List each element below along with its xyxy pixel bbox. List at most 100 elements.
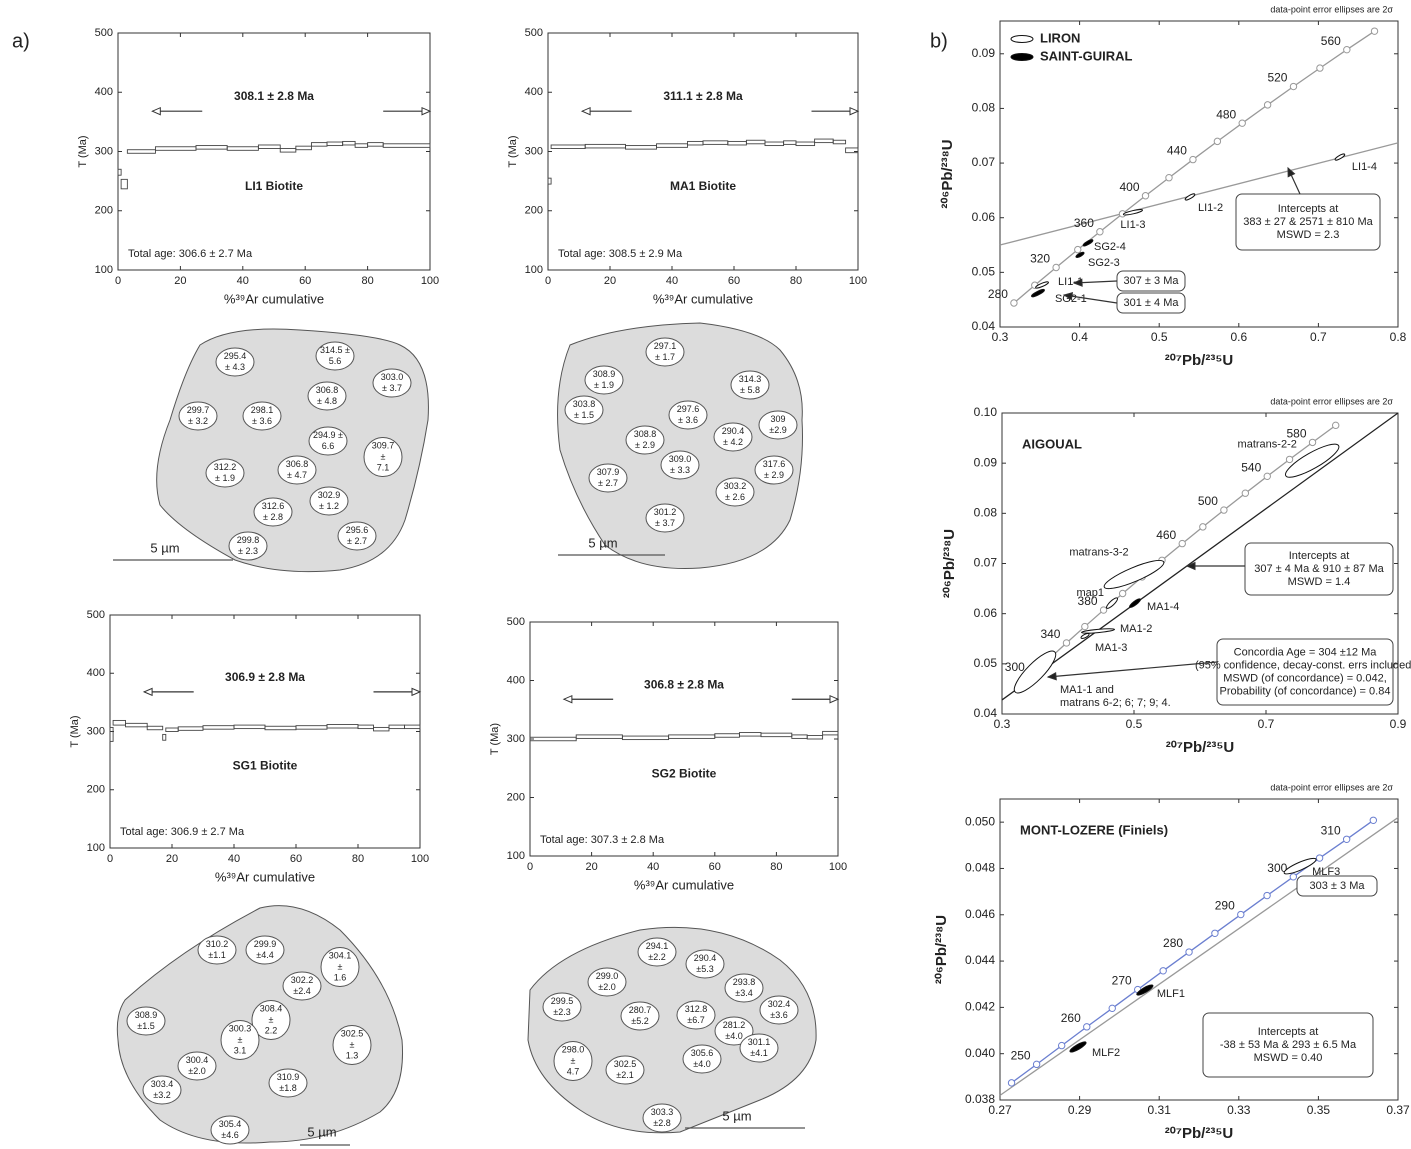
plateau-age: 306.9 ± 2.8 Ma xyxy=(225,670,305,684)
spot xyxy=(282,971,322,1001)
annotation-text: (95% confidence, decay-const. errs inclu… xyxy=(1195,659,1411,671)
spot xyxy=(754,455,794,485)
concordia-point xyxy=(1308,438,1317,447)
x-tick-label: 100 xyxy=(421,275,439,287)
step xyxy=(342,140,356,146)
spot xyxy=(564,395,604,425)
spot-age: 314.3 xyxy=(739,374,762,384)
x-tick-label: 0.35 xyxy=(1307,1103,1331,1117)
concordia-point xyxy=(1241,489,1250,497)
age-label: 300 xyxy=(1267,861,1287,875)
spot-age: 1.6 xyxy=(334,972,347,982)
spot-age: ± 4.3 xyxy=(225,362,245,372)
spot-age: ± xyxy=(238,1034,243,1044)
spot-age: 312.8 xyxy=(685,1004,708,1014)
concordia-point xyxy=(1178,539,1186,548)
age-label: 280 xyxy=(1163,936,1183,950)
spot-age: ±2.3 xyxy=(553,1007,570,1017)
spot-age: ±4.6 xyxy=(221,1130,238,1140)
spot-age: ± 2.8 xyxy=(263,512,283,522)
spot xyxy=(372,368,412,398)
x-axis-label: %³⁹Ar cumulative xyxy=(653,291,753,306)
arrow-head xyxy=(1046,672,1057,681)
step xyxy=(125,722,148,728)
error-ellipse xyxy=(1031,288,1045,298)
spot xyxy=(645,503,685,533)
x-tick-label: 40 xyxy=(228,853,240,865)
spot-age: 297.6 xyxy=(677,404,700,414)
step xyxy=(257,144,281,149)
spot-age: 298.0 xyxy=(562,1044,585,1054)
step xyxy=(806,735,824,740)
step xyxy=(822,730,839,736)
concordia-point xyxy=(1099,606,1108,614)
step xyxy=(120,178,128,190)
y-tick-label: 0.044 xyxy=(965,953,995,967)
spot-age: 310.9 xyxy=(277,1072,300,1082)
arrow-head xyxy=(580,106,591,116)
panel-label: a) xyxy=(12,30,30,52)
x-tick-label: 100 xyxy=(411,853,429,865)
spot-age: 298.1 xyxy=(251,405,274,415)
y-tick-label: 500 xyxy=(87,609,105,621)
y-tick-label: 0.038 xyxy=(965,1092,995,1106)
spot xyxy=(605,1055,645,1085)
spot xyxy=(682,1044,722,1074)
spot xyxy=(668,400,708,430)
panel-label: b) xyxy=(930,30,948,52)
spot-age: ±2.0 xyxy=(598,982,615,992)
step xyxy=(295,145,312,151)
concordia-point xyxy=(1010,299,1018,307)
spot-age: 305.4 xyxy=(219,1119,242,1129)
sample-label: LI1 Biotite xyxy=(245,179,303,193)
point-label: map1 xyxy=(1076,587,1104,599)
concordia-point xyxy=(1343,45,1351,54)
x-tick-label: 0.7 xyxy=(1310,330,1327,344)
error-ellipse xyxy=(1075,251,1085,258)
spot-age: 4.7 xyxy=(567,1066,580,1076)
spot xyxy=(363,437,403,477)
y-tick-label: 0.04 xyxy=(972,319,996,333)
age-label: 380 xyxy=(1078,594,1098,608)
spot-age: ±4.0 xyxy=(725,1031,742,1041)
plateau-age: 311.1 ± 2.8 Ma xyxy=(663,89,743,103)
step xyxy=(547,177,552,185)
spot-age: 290.4 xyxy=(722,426,745,436)
spot-age: ± xyxy=(269,1014,274,1024)
concordia-point xyxy=(1237,910,1245,919)
annotation-text: MSWD = 0.40 xyxy=(1254,1052,1323,1064)
spot-age: 2.2 xyxy=(265,1025,278,1035)
legend-label: LIRON xyxy=(1040,30,1080,45)
spot-age: ±2.1 xyxy=(616,1070,633,1080)
spot-age: 308.9 xyxy=(593,369,616,379)
spot xyxy=(713,422,753,452)
spot-age: 281.2 xyxy=(723,1020,746,1030)
y-tick-label: 400 xyxy=(507,674,525,686)
spot-age: 301.2 xyxy=(654,507,677,517)
age-label: 440 xyxy=(1167,144,1187,158)
spot-age: 299.7 xyxy=(187,405,210,415)
x-tick-label: 0.4 xyxy=(1071,330,1088,344)
spot xyxy=(685,949,725,979)
concordia-curve xyxy=(1013,30,1375,304)
concordia-point xyxy=(1199,523,1207,531)
x-axis-label: %³⁹Ar cumulative xyxy=(224,291,324,306)
arrow-head xyxy=(1072,278,1083,287)
y-axis-label: T (Ma) xyxy=(507,135,519,167)
y-tick-label: 0.050 xyxy=(965,814,995,828)
point-label: MLF3 xyxy=(1312,866,1340,878)
spot-age: 312.2 xyxy=(214,462,237,472)
y-tick-label: 500 xyxy=(507,616,525,628)
concordia-point xyxy=(1369,816,1378,825)
x-tick-label: 100 xyxy=(829,861,847,873)
concordia-point xyxy=(1370,27,1379,35)
spot xyxy=(620,1001,660,1031)
total-age: Total age: 307.3 ± 2.8 Ma xyxy=(540,834,665,846)
plateau-age: 308.1 ± 2.8 Ma xyxy=(234,89,314,103)
spot-age: 294.9 ± xyxy=(313,430,343,440)
step xyxy=(117,168,122,176)
age-label: 520 xyxy=(1267,71,1287,85)
chart-title: MONT-LOZERE (Finiels) xyxy=(1020,822,1168,837)
concordia-point xyxy=(1083,1023,1091,1031)
x-tick-label: 0.31 xyxy=(1148,1103,1172,1117)
